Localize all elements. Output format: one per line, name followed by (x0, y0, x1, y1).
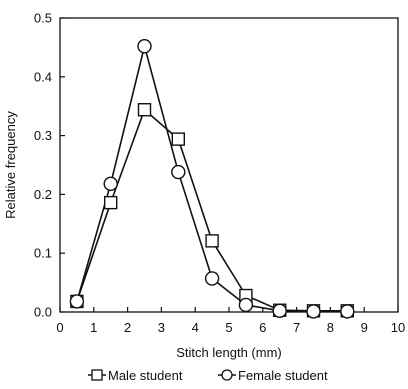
x-tick-label: 9 (361, 320, 368, 335)
x-tick-label: 7 (293, 320, 300, 335)
x-tick-label: 1 (90, 320, 97, 335)
female-student-point (204, 271, 220, 286)
female-student-point (306, 304, 321, 319)
y-tick-label: 0.1 (34, 246, 52, 261)
female-student-point (171, 164, 186, 180)
male-student-point (103, 195, 118, 210)
y-tick-label: 0.2 (34, 187, 52, 202)
x-tick-label: 10 (391, 320, 405, 335)
male-student-point (171, 132, 186, 146)
female-student-point (137, 39, 152, 54)
male-student-point (205, 234, 219, 248)
y-axis-ticks: 0.0 0.1 0.2 0.3 0.4 0.5 (34, 11, 65, 320)
y-tick-label: 0.4 (34, 69, 52, 84)
legend: Male student Female student (88, 368, 328, 383)
legend-male-student-marker (91, 369, 103, 381)
female-student-point (340, 304, 355, 319)
female-student-point (103, 176, 118, 192)
legend-male-student-label: Male student (108, 368, 183, 383)
series-layer (69, 39, 355, 319)
female-student-point (272, 303, 287, 319)
y-tick-label: 0.5 (34, 11, 52, 26)
x-axis-ticks: 0 1 2 3 4 5 6 7 8 9 10 (56, 307, 405, 335)
legend-female-student-marker (221, 369, 233, 381)
y-axis-label: Relative frequency (3, 111, 18, 219)
female-student-point (69, 294, 85, 309)
x-tick-label: 0 (56, 320, 63, 335)
legend-female-student-label: Female student (238, 368, 328, 383)
x-tick-label: 3 (158, 320, 165, 335)
x-tick-label: 2 (124, 320, 131, 335)
male-student-point (137, 103, 152, 117)
y-tick-label: 0.0 (34, 305, 52, 320)
y-tick-label: 0.3 (34, 128, 52, 143)
x-tick-label: 6 (259, 320, 266, 335)
x-tick-label: 5 (225, 320, 232, 335)
x-tick-label: 8 (327, 320, 334, 335)
female-student-point (238, 297, 254, 313)
x-axis-label: Stitch length (mm) (176, 345, 281, 360)
x-tick-label: 4 (192, 320, 199, 335)
